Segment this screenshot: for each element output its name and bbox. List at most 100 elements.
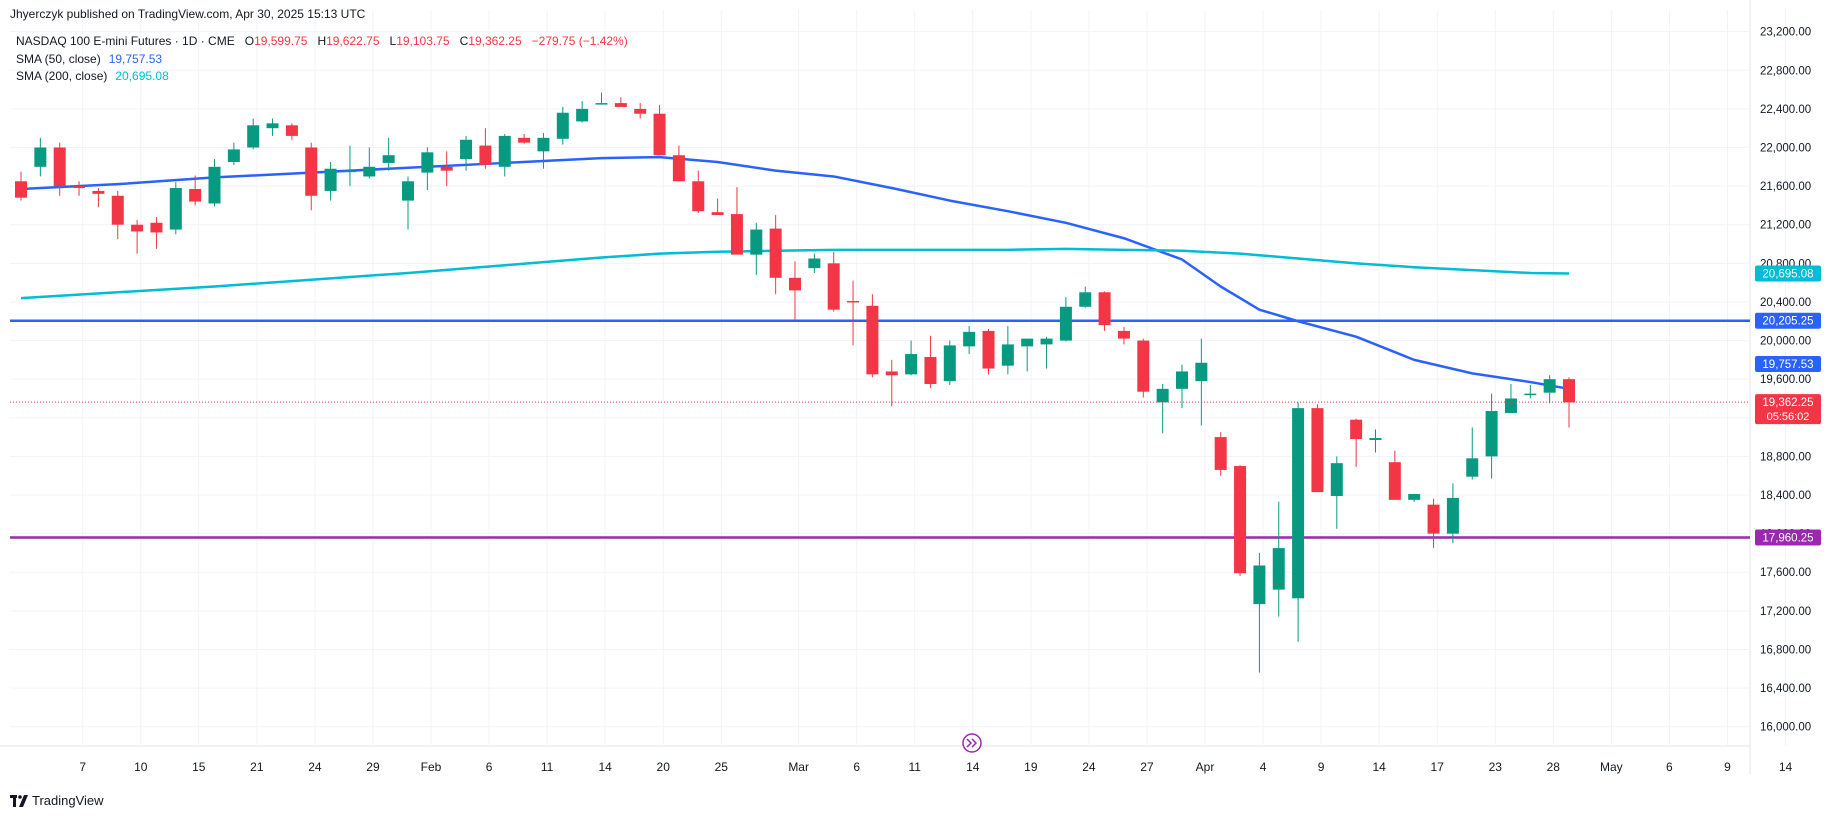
sma200-row[interactable]: SMA (200, close) 20,695.08 <box>16 68 628 86</box>
time-tick-label: 10 <box>134 760 148 774</box>
candle <box>1485 393 1498 479</box>
candle <box>730 187 743 255</box>
candle-body <box>614 103 627 107</box>
candle-body <box>498 135 511 167</box>
candle <box>169 182 182 235</box>
horizontal-levels[interactable] <box>10 319 1750 539</box>
sma200-label: SMA (200, close) <box>16 69 108 83</box>
candle <box>1195 338 1208 426</box>
candle-body <box>789 277 801 291</box>
candle <box>440 151 453 187</box>
price-tick-label: 19,600.00 <box>1760 374 1811 386</box>
candle-body <box>576 108 589 122</box>
candle-body <box>982 330 995 369</box>
price-tag-label: 17,960.25 <box>1762 532 1813 544</box>
candle <box>1272 501 1285 617</box>
candle-body <box>34 147 47 167</box>
price-tick-label: 17,600.00 <box>1760 567 1811 579</box>
candle <box>692 170 705 214</box>
candle-body <box>1156 388 1169 403</box>
low-value: 19,103.75 <box>396 34 450 48</box>
time-tick-label: 14 <box>1372 760 1386 774</box>
replay-icon[interactable] <box>962 733 982 753</box>
candle-body <box>189 189 202 202</box>
tradingview-brand[interactable]: TradingView <box>10 793 104 808</box>
candle-body <box>73 186 86 189</box>
candle-body <box>1408 494 1421 500</box>
symbol-row[interactable]: NASDAQ 100 E-mini Futures · 1D · CME O19… <box>16 33 628 51</box>
candle-body <box>537 137 550 152</box>
sma50-value: 19,757.53 <box>108 51 163 66</box>
candle-body <box>1195 362 1208 382</box>
time-tick-label: 21 <box>250 760 264 774</box>
candle-body <box>653 113 666 156</box>
brand-name: TradingView <box>32 793 104 808</box>
candle <box>1408 494 1421 502</box>
candle <box>1543 375 1556 404</box>
candle-body <box>1466 458 1479 477</box>
candle <box>15 171 27 201</box>
candle <box>131 219 144 254</box>
candle <box>1292 402 1305 642</box>
candle-body <box>1524 393 1537 396</box>
time-tick-label: Mar <box>788 760 809 774</box>
candle <box>1466 427 1479 480</box>
price-tag: 17,960.25 <box>1755 529 1821 546</box>
candle-body <box>1001 344 1014 366</box>
candle-body <box>943 345 956 382</box>
candle <box>537 133 550 169</box>
candle-body <box>750 229 763 255</box>
time-tick-label: Apr <box>1196 760 1215 774</box>
candle-body <box>1117 330 1130 339</box>
candle-body <box>963 331 976 347</box>
time-tick-label: 27 <box>1140 760 1154 774</box>
candle-body <box>672 155 685 182</box>
candle <box>634 103 647 119</box>
candle-body <box>1504 398 1517 413</box>
candle <box>653 105 666 156</box>
candle <box>1176 364 1188 409</box>
candle-body <box>402 181 414 201</box>
candle <box>1388 450 1401 500</box>
candle-body <box>479 145 492 165</box>
candle <box>382 137 395 171</box>
time-tick-label: 23 <box>1489 760 1503 774</box>
time-axis[interactable]: 7 10 15 21 24 29 Feb 6 11 14 20 25 Mar 6 11 14 19 24 27 Apr… <box>79 760 1792 774</box>
price-tag-bg <box>1755 265 1821 282</box>
candle <box>479 128 492 169</box>
price-tag: 19,362.25 05:56:02 <box>1755 394 1821 425</box>
price-tag-countdown: 05:56:02 <box>1767 411 1810 423</box>
sma50-row[interactable]: SMA (50, close) 19,757.53 <box>16 51 628 69</box>
price-tag: 20,695.08 <box>1755 265 1821 282</box>
time-tick-label: 9 <box>1724 760 1731 774</box>
candle-body <box>421 152 434 173</box>
price-tick-label: 18,400.00 <box>1760 490 1811 502</box>
candle-body <box>53 147 66 187</box>
candle-body <box>692 181 705 212</box>
time-tick-label: 6 <box>1666 760 1673 774</box>
candle-body <box>1311 408 1324 493</box>
candle <box>556 106 569 145</box>
close-value: 19,362.25 <box>468 34 522 48</box>
candles <box>15 92 1575 673</box>
time-tick-label: 24 <box>308 760 322 774</box>
candle <box>789 261 801 320</box>
candle <box>285 123 298 140</box>
candle <box>614 97 627 107</box>
candle <box>421 147 434 190</box>
candle-body <box>1021 338 1034 347</box>
candle <box>750 222 763 275</box>
change-value: −279.75 (−1.42%) <box>531 34 628 48</box>
candle <box>402 176 414 230</box>
candle <box>343 145 356 187</box>
sma-series-line <box>20 247 1570 300</box>
candle-body <box>1485 411 1498 457</box>
candle-body <box>866 305 879 375</box>
candle <box>711 198 724 216</box>
candle <box>905 340 918 376</box>
open-value: 19,599.75 <box>254 34 308 48</box>
candle <box>34 137 47 177</box>
time-tick-label: 17 <box>1431 760 1445 774</box>
candle <box>595 92 608 105</box>
